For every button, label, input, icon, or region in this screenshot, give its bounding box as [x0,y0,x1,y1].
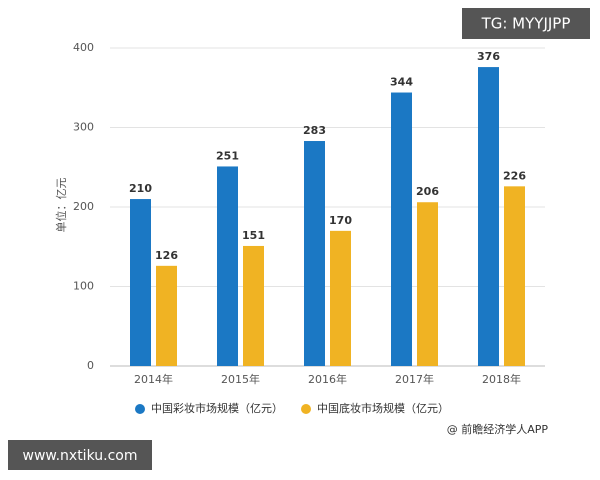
y-tick-label: 100 [73,280,94,293]
x-tick-label: 2018年 [482,372,521,386]
watermark-box [462,8,590,39]
bar [243,245,264,366]
bar [504,186,525,366]
value-label: 126 [155,249,178,262]
legend-marker [301,404,311,414]
bar [330,230,351,366]
bar [391,92,412,367]
bar [130,199,151,366]
value-label: 206 [416,185,439,198]
watermark: TG: MYYJJPP [481,15,571,33]
x-tick-label: 2014年 [134,372,173,386]
value-label: 151 [242,229,265,242]
watermark: www.nxtiku.com [23,448,138,464]
value-label: 376 [477,50,500,63]
bar [156,265,177,366]
source: @ 前瞻经济学人APP [447,422,549,436]
value-label: 226 [503,169,526,182]
x-tick-label: 2016年 [308,372,347,386]
y-tick-label: 0 [87,359,94,372]
bar [478,67,499,366]
y-tick-label: 400 [73,41,94,54]
legend-label: 中国彩妆市场规模（亿元） [151,401,283,415]
value-label: 170 [329,214,352,227]
value-label: 283 [303,124,326,137]
bar [217,166,238,366]
watermark-box [8,440,152,470]
y-axis-label: 单位：亿元 [54,178,68,233]
legend-marker [135,404,145,414]
x-tick-label: 2017年 [395,372,434,386]
bar [304,141,325,366]
legend-label: 中国底妆市场规模（亿元） [317,401,449,415]
bar [417,202,438,366]
y-tick-label: 300 [73,121,94,134]
value-label: 344 [390,76,413,89]
value-label: 251 [216,149,239,162]
value-label: 210 [129,182,152,195]
y-tick-label: 200 [73,200,94,213]
x-tick-label: 2015年 [221,372,260,386]
